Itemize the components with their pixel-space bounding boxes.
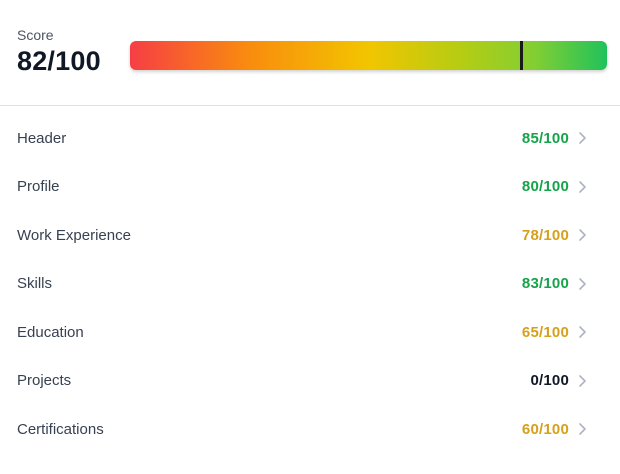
category-row[interactable]: Certifications 60/100 [0, 405, 620, 454]
category-list: Header 85/100 Profile 80/100 [0, 106, 620, 454]
category-score: 85/100 [521, 129, 569, 147]
category-row[interactable]: Projects 0/100 [0, 356, 620, 405]
category-row[interactable]: Header 85/100 [0, 114, 620, 163]
chevron-right-icon [578, 325, 587, 339]
category-score-group: 85/100 [522, 130, 587, 147]
chevron-right-icon [578, 131, 587, 145]
score-gradient-bar [130, 41, 607, 70]
category-score-group: 80/100 [522, 178, 587, 195]
category-label: Certifications [17, 420, 104, 438]
category-score: 78/100 [521, 226, 569, 244]
chevron-right-icon [578, 228, 587, 242]
chevron-right-icon [578, 374, 587, 388]
category-score-group: 60/100 [522, 421, 587, 438]
category-label: Work Experience [17, 226, 131, 244]
score-label: Score [17, 27, 54, 43]
category-score: 0/100 [530, 372, 569, 390]
category-row[interactable]: Education 65/100 [0, 308, 620, 357]
score-value: 82/100 [17, 46, 101, 76]
category-score: 80/100 [521, 178, 569, 196]
chevron-right-icon [578, 180, 587, 194]
category-label: Education [17, 323, 84, 341]
category-score-group: 65/100 [522, 324, 587, 341]
category-row[interactable]: Work Experience 78/100 [0, 211, 620, 260]
category-label: Profile [17, 178, 60, 196]
category-score-group: 83/100 [522, 275, 587, 292]
category-label: Skills [17, 275, 53, 293]
score-text-block: Score 82/100 [17, 19, 130, 77]
category-score-group: 78/100 [522, 227, 587, 244]
category-score: 65/100 [521, 323, 569, 341]
category-row[interactable]: Profile 80/100 [0, 162, 620, 211]
section-divider [0, 105, 620, 106]
chevron-right-icon [578, 422, 587, 436]
category-score-group: 0/100 [530, 372, 587, 389]
category-label: Header [17, 129, 67, 147]
chevron-right-icon [578, 277, 587, 291]
score-marker [519, 41, 523, 70]
category-score: 60/100 [521, 420, 569, 438]
category-row[interactable]: Skills 83/100 [0, 259, 620, 308]
category-score: 83/100 [521, 275, 569, 293]
category-label: Projects [17, 372, 72, 390]
score-summary: Score 82/100 [0, 0, 620, 105]
